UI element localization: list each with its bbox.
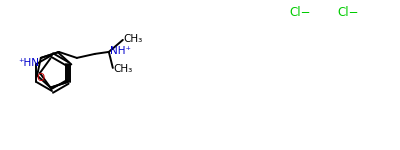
Text: NH⁺: NH⁺ xyxy=(110,46,131,56)
Text: Cl−: Cl− xyxy=(337,6,359,18)
Text: Cl−: Cl− xyxy=(289,6,311,18)
Text: O: O xyxy=(37,73,45,83)
Text: CH₃: CH₃ xyxy=(113,64,132,74)
Text: CH₃: CH₃ xyxy=(123,34,142,44)
Text: ⁺HN: ⁺HN xyxy=(18,58,39,68)
